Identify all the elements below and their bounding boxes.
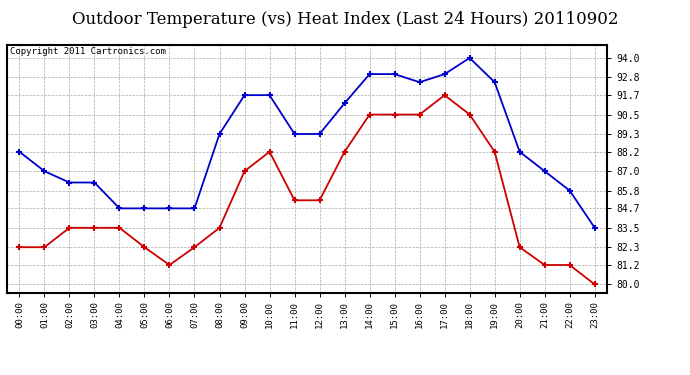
Text: Copyright 2011 Cartronics.com: Copyright 2011 Cartronics.com: [10, 48, 166, 57]
Text: Outdoor Temperature (vs) Heat Index (Last 24 Hours) 20110902: Outdoor Temperature (vs) Heat Index (Las…: [72, 11, 618, 28]
